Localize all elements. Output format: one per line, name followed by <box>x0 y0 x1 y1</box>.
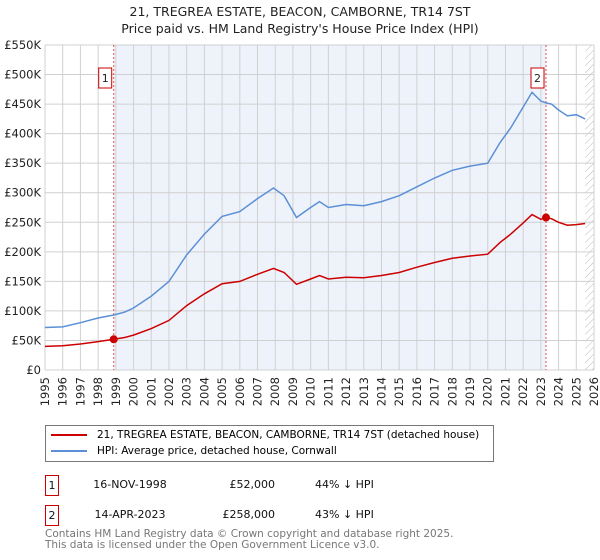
marker-label: 1 <box>102 72 109 85</box>
x-tick-label: 1998 <box>91 377 105 406</box>
transaction-hpi: 44% ↓ HPI <box>315 478 374 491</box>
x-tick-label: 2004 <box>197 377 211 406</box>
legend-label: HPI: Average price, detached house, Corn… <box>97 445 337 457</box>
legend-label: 21, TREGREA ESTATE, BEACON, CAMBORNE, TR… <box>97 429 480 441</box>
transaction-marker: 2 <box>45 505 59 526</box>
legend-item-hpi: HPI: Average price, detached house, Corn… <box>51 445 337 457</box>
y-tick-label: £150K <box>4 274 41 288</box>
x-tick-label: 2023 <box>534 377 548 406</box>
x-tick-label: 2025 <box>569 377 583 406</box>
marker-label-box <box>98 67 113 89</box>
transaction-hpi: 43% ↓ HPI <box>315 508 374 521</box>
transaction-date: 16-NOV-1998 <box>93 478 167 491</box>
footer: Contains HM Land Registry data © Crown c… <box>45 529 453 551</box>
footer-copyright: Contains HM Land Registry data © Crown c… <box>45 528 454 540</box>
x-tick-label: 2021 <box>498 377 512 406</box>
transaction-marker: 1 <box>45 475 59 496</box>
x-tick-label: 2018 <box>445 377 459 406</box>
footer-licence: This data is licensed under the Open Gov… <box>45 539 380 551</box>
x-tick-label: 2009 <box>286 377 300 406</box>
legend-swatch-blue <box>51 450 87 452</box>
x-tick-label: 2000 <box>127 377 141 406</box>
y-tick-label: £550K <box>4 38 41 52</box>
x-tick-label: 2001 <box>144 377 158 406</box>
x-tick-label: 2014 <box>374 377 388 406</box>
x-tick-label: 2020 <box>481 377 495 406</box>
x-tick-label: 2026 <box>587 377 600 406</box>
forecast-hatch <box>585 45 594 370</box>
transaction-row: 2 14-APR-2023 £258,000 43% ↓ HPI <box>45 505 545 526</box>
x-tick-label: 1999 <box>109 377 123 406</box>
legend-item-property: 21, TREGREA ESTATE, BEACON, CAMBORNE, TR… <box>51 429 479 441</box>
x-tick-label: 2007 <box>251 377 265 406</box>
x-tick-label: 2017 <box>428 377 442 406</box>
y-tick-label: £0 <box>26 363 41 377</box>
y-tick-label: £250K <box>4 215 41 229</box>
transaction-price: £258,000 <box>222 508 276 521</box>
y-tick-label: £300K <box>4 186 41 200</box>
sale-point <box>542 213 551 222</box>
x-tick-label: 2002 <box>162 377 176 406</box>
y-tick-label: £100K <box>4 304 41 318</box>
sale-point <box>109 335 118 344</box>
y-tick-label: £450K <box>4 97 41 111</box>
marker-label-box <box>530 67 545 89</box>
x-tick-label: 2008 <box>268 377 282 406</box>
y-tick-label: £200K <box>4 245 41 259</box>
y-tick-label: £50K <box>12 333 42 347</box>
y-tick-label: £400K <box>4 127 41 141</box>
x-tick-label: 2015 <box>392 377 406 406</box>
chart-subtitle: Price paid vs. HM Land Registry's House … <box>121 21 479 36</box>
x-tick-label: 2006 <box>233 377 247 406</box>
hpi-series-line <box>44 91 586 329</box>
transaction-row: 1 16-NOV-1998 £52,000 44% ↓ HPI <box>45 475 545 496</box>
price-chart: 1995 1996 1997 1998 1999 2000 2001 2002 2003 2004… <box>4 38 600 406</box>
property-series-line <box>44 213 586 348</box>
transaction-price: £52,000 <box>229 478 276 491</box>
x-tick-label: 2013 <box>357 377 371 406</box>
x-tick-label: 1997 <box>73 377 87 406</box>
x-tick-label: 2022 <box>516 377 530 406</box>
x-tick-label: 2019 <box>463 377 477 406</box>
x-tick-label: 1995 <box>38 377 52 406</box>
x-tick-label: 2005 <box>215 377 229 406</box>
legend: 21, TREGREA ESTATE, BEACON, CAMBORNE, TR… <box>45 425 494 462</box>
y-tick-label: £350K <box>4 156 41 170</box>
x-tick-label: 2003 <box>180 377 194 406</box>
x-tick-label: 2011 <box>321 377 335 406</box>
chart-title: 21, TREGREA ESTATE, BEACON, CAMBORNE, TR… <box>129 4 471 19</box>
legend-swatch-red <box>51 434 87 436</box>
x-tick-label: 2024 <box>552 377 566 406</box>
x-tick-label: 2012 <box>339 377 353 406</box>
transaction-date: 14-APR-2023 <box>94 508 166 521</box>
y-tick-label: £500K <box>4 68 41 82</box>
x-tick-label: 1996 <box>56 377 70 406</box>
marker-label: 2 <box>534 72 541 85</box>
x-tick-label: 2010 <box>304 377 318 406</box>
x-tick-label: 2016 <box>410 377 424 406</box>
